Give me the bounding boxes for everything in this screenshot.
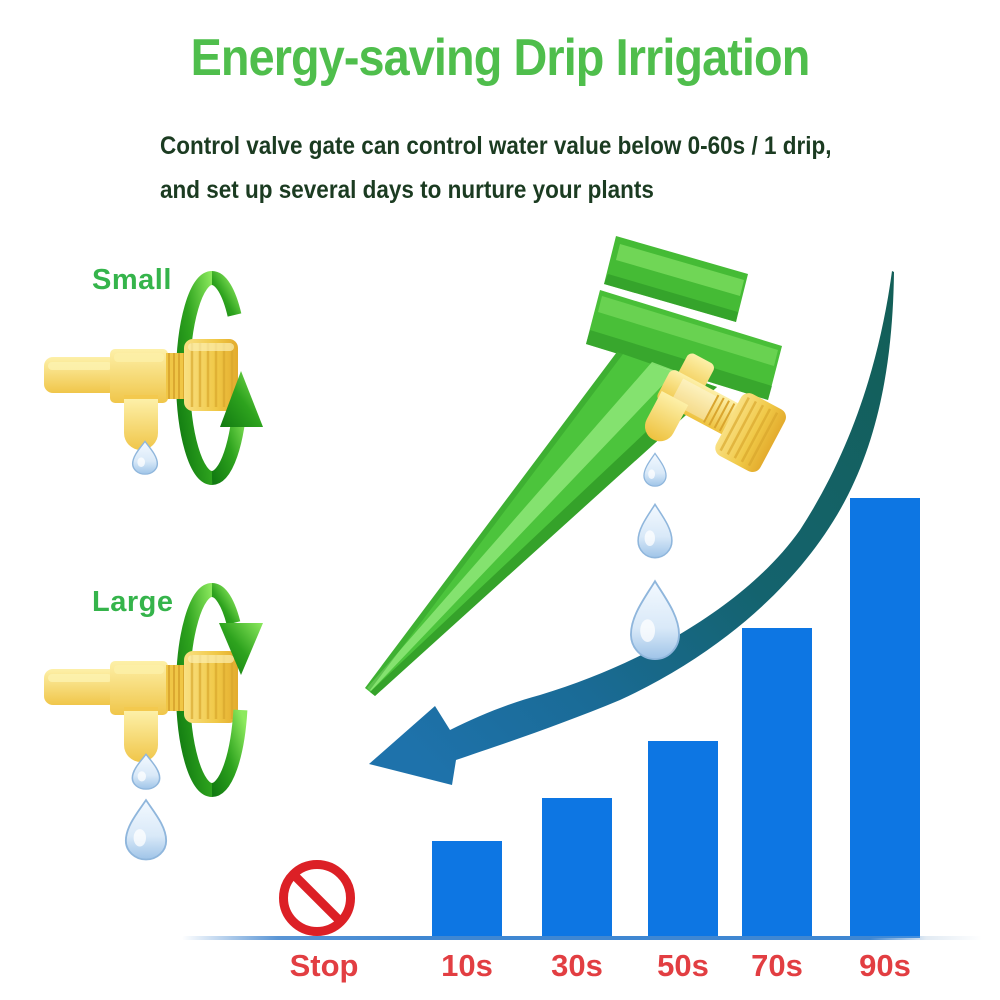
bar-label-Stop: Stop: [289, 948, 359, 983]
water-drop-icon: [630, 579, 680, 660]
subtitle-line-2: and set up several days to nurture your …: [160, 176, 654, 204]
valve-thread: [166, 353, 188, 399]
valve-spout: [124, 711, 158, 762]
bar-50s: [648, 741, 718, 938]
water-drop-icon: [643, 452, 667, 487]
small-valve-illustration: [44, 271, 263, 485]
rotate-up-arrow-icon: [220, 371, 263, 427]
large-setting-label: Large: [92, 586, 174, 618]
water-drop-icon: [124, 798, 168, 861]
bar-label-70s: 70s: [751, 948, 803, 983]
large-valve-illustration: [44, 583, 263, 861]
spike-cone: [365, 352, 717, 696]
page-title: Energy-saving Drip Irrigation: [190, 29, 811, 87]
bar-10s: [432, 841, 502, 938]
subtitle-line-1: Control valve gate can control water val…: [160, 132, 832, 160]
small-valve-body: [44, 339, 238, 450]
spike-cap: [604, 236, 748, 322]
spike-valve: [645, 353, 786, 473]
bar-70s: [742, 628, 812, 938]
spike-flange: [586, 290, 782, 400]
valve-thread: [166, 665, 188, 711]
rotate-up-ring-front: [211, 271, 242, 317]
small-setting-label: Small: [92, 264, 172, 296]
bar-label-90s: 90s: [859, 948, 911, 983]
bar-label-30s: 30s: [551, 948, 603, 983]
drip-spike-illustration: [365, 236, 786, 696]
large-valve-body: [44, 651, 238, 762]
valve-spout: [124, 399, 158, 450]
stop-prohibition-icon: [279, 860, 355, 936]
subtitle: Control valve gate can control water val…: [160, 124, 844, 212]
bar-90s: [850, 498, 920, 938]
bar-label-10s: 10s: [441, 948, 493, 983]
rotate-down-ring-front: [211, 583, 241, 625]
water-drop-icon: [637, 502, 673, 559]
chart-baseline: [182, 936, 982, 940]
water-drop-icon: [131, 753, 161, 790]
bar-label-50s: 50s: [657, 948, 709, 983]
rotate-down-arrow-icon: [219, 623, 263, 675]
spike-valve-spout: [645, 390, 689, 442]
water-drop-icon: [131, 440, 159, 475]
bar-30s: [542, 798, 612, 938]
